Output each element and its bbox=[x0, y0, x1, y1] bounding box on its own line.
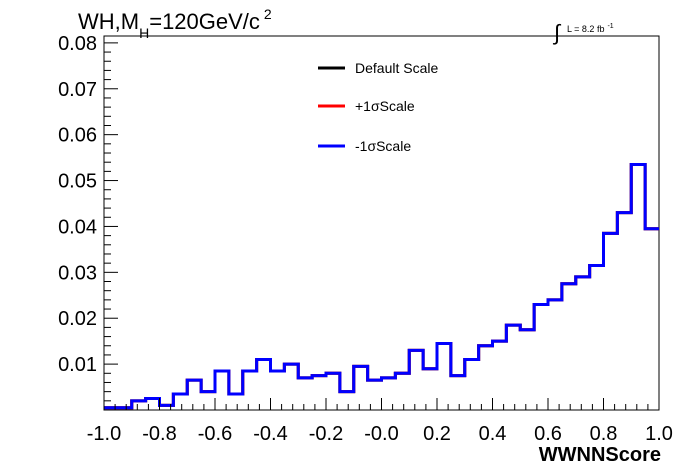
lumi-integral-symbol: ∫ bbox=[552, 20, 562, 45]
x-tick-label: -0.6 bbox=[198, 423, 232, 445]
x-tick-label: -0.4 bbox=[253, 423, 287, 445]
x-tick-label: 0.8 bbox=[590, 423, 618, 445]
x-tick-label: -0.2 bbox=[309, 423, 343, 445]
legend-label: +1σScale bbox=[355, 98, 415, 114]
y-tick-label: 0.08 bbox=[58, 33, 97, 55]
series-group bbox=[104, 164, 659, 407]
plot-frame bbox=[104, 36, 659, 410]
legend: Default Scale +1σScale -1σScale bbox=[318, 60, 438, 154]
x-tick-label: 0.6 bbox=[534, 423, 562, 445]
x-tick-label: -0.8 bbox=[142, 423, 176, 445]
y-tick-label: 0.02 bbox=[58, 308, 97, 330]
x-tick-label: -0.0 bbox=[364, 423, 398, 445]
series-line-1 bbox=[104, 164, 659, 407]
y-tick-label: 0.01 bbox=[58, 354, 97, 376]
x-tick-label: 0.4 bbox=[479, 423, 507, 445]
series-line-2 bbox=[104, 164, 659, 407]
title-rest: =120GeV/c bbox=[149, 9, 260, 34]
title-superscript: 2 bbox=[264, 6, 272, 22]
x-tick-label: 0.2 bbox=[423, 423, 451, 445]
legend-label: -1σScale bbox=[355, 138, 411, 154]
series-line-0 bbox=[104, 164, 659, 407]
y-tick-label: 0.05 bbox=[58, 171, 97, 193]
legend-label: Default Scale bbox=[355, 60, 438, 76]
lumi-label: L = 8.2 fb -1 bbox=[567, 23, 614, 34]
y-tick-label: 0.07 bbox=[58, 79, 97, 101]
lumi-superscript: -1 bbox=[607, 23, 613, 30]
x-axis-title: WWNNScore bbox=[539, 444, 661, 466]
axes-group: -1.0 -0.8 -0.6 -0.4 -0.2 -0.0 0.2 0.4 0.6 0.8 1.0 0… bbox=[58, 33, 673, 445]
x-tick-label: 1.0 bbox=[645, 423, 673, 445]
histogram-chart: -1.0 -0.8 -0.6 -0.4 -0.2 -0.0 0.2 0.4 0.6 0.8 1.0 0… bbox=[0, 0, 696, 472]
lumi-text: L = 8.2 fb bbox=[567, 24, 604, 34]
title-subscript: H bbox=[139, 25, 149, 41]
y-tick-label: 0.03 bbox=[58, 262, 97, 284]
y-tick-label: 0.04 bbox=[58, 216, 97, 238]
y-tick-label: 0.06 bbox=[58, 125, 97, 147]
x-tick-label: -1.0 bbox=[87, 423, 121, 445]
title-main: WH,M bbox=[78, 9, 139, 34]
